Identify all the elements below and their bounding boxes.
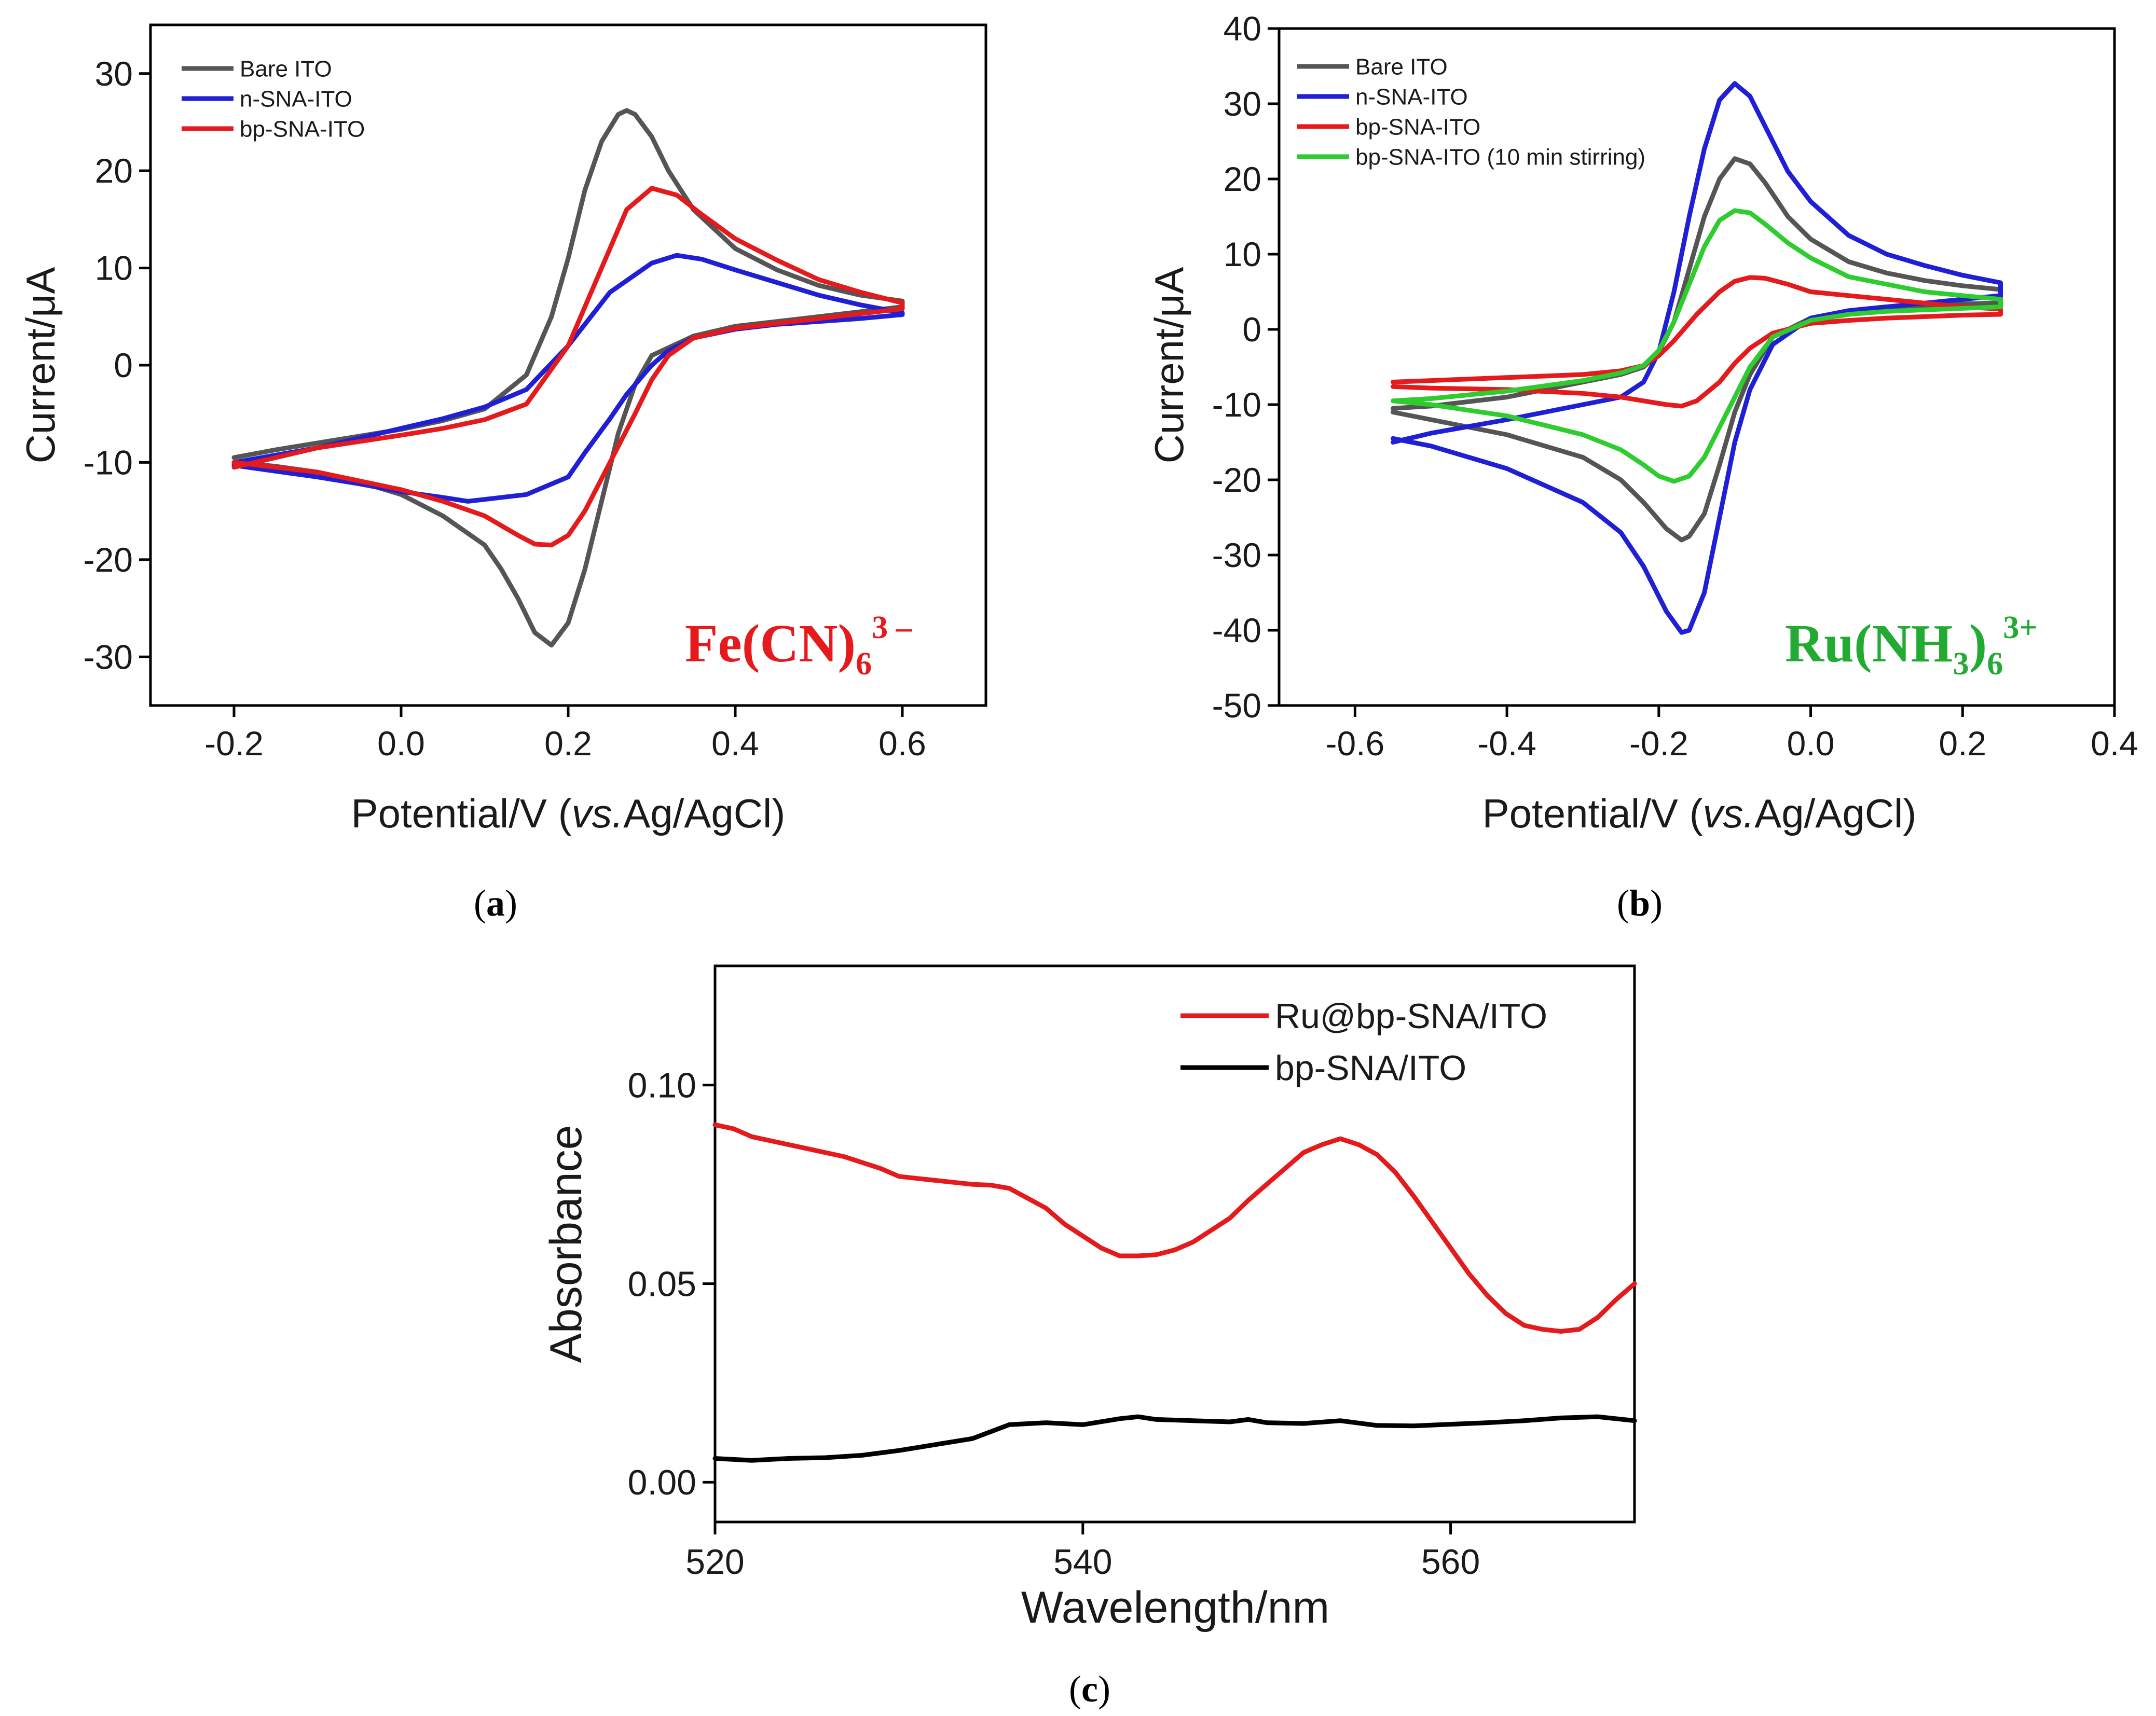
panel-a-legend-label: bp-SNA-ITO [240, 116, 365, 142]
panel-c-y-tick-label: 0.10 [628, 1066, 696, 1105]
panel-c-series [712, 1122, 1637, 1463]
panel-b-y-tick-label: -40 [1212, 611, 1261, 649]
panel-b-legend-label: bp-SNA-ITO [1355, 114, 1480, 140]
panel-b-series-bp-sna-ito [1391, 275, 2003, 409]
panel-b-annotation: Ru(NH3)63+ [1785, 610, 2038, 682]
panel-b-y-tick-label: 20 [1224, 160, 1261, 198]
panel-c-x-axis-title: Wavelength/nm [1021, 1583, 1329, 1632]
panel-b: -0.6 -0.4 -0.2 0.0 0.2 0.4 -50 -40 -30 -20 -10 0 10 2… [1146, 9, 2138, 924]
panel-c-x-tick-label: 560 [1421, 1542, 1480, 1582]
panel-c-legend-label: Ru@bp-SNA/ITO [1275, 997, 1547, 1036]
panel-a-y-tick-label: -10 [84, 444, 133, 482]
panel-a-x-tick-label: 0.4 [711, 724, 759, 763]
panel-a-legend-label: n-SNA-ITO [240, 86, 352, 112]
panel-b-series [1391, 81, 2003, 635]
panel-a-x-axis-title: Potential/V (vs.Ag/AgCl) [351, 791, 786, 836]
panel-a-annotation: Fe(CN)63 – [685, 610, 913, 682]
panel-a-series-bare-ito [231, 108, 905, 648]
panel-a-series [231, 108, 905, 648]
panel-b-legend-label: n-SNA-ITO [1355, 84, 1468, 109]
panel-b-y-tick-label: -10 [1212, 385, 1261, 424]
panel-c-series-bp-sna-ito [712, 1414, 1637, 1463]
panel-a-y-tick-label: 30 [95, 54, 133, 93]
panel-b-y-tick-label: -30 [1212, 536, 1261, 574]
panel-c-caption-label: (c) [1069, 1668, 1110, 1710]
panel-a-ticks: -0.2 0.0 0.2 0.4 0.6 -30 -20 -10 0 10 20 30 [84, 54, 926, 763]
panel-b-y-tick-label: 10 [1224, 235, 1261, 273]
panel-a-series-n-sna-ito [231, 253, 905, 504]
panel-b-y-tick-label: 40 [1224, 9, 1261, 48]
panel-c-y-tick-label: 0.00 [628, 1463, 696, 1502]
panel-a-legend-label: Bare ITO [240, 56, 332, 81]
panel-a-legend: Bare ITO n-SNA-ITO bp-SNA-ITO [182, 56, 365, 142]
panel-c-x-tick-label: 520 [685, 1542, 744, 1582]
panel-a-x-tick-label: 0.2 [544, 724, 592, 763]
panel-a: -0.2 0.0 0.2 0.4 0.6 -30 -20 -10 0 10 20 30 Bare IT… [18, 23, 987, 924]
panel-b-y-tick-label: -20 [1212, 461, 1261, 499]
panel-a-caption-label: (a) [474, 882, 517, 924]
panel-b-x-tick-label: -0.4 [1477, 724, 1536, 763]
panel-b-x-axis-title: Potential/V (vs.Ag/AgCl) [1482, 791, 1917, 836]
panel-b-plot-frame [1278, 27, 2116, 707]
panel-b-series-bare-ito [1391, 156, 2003, 543]
panel-c-plot-frame [713, 964, 1636, 1524]
panel-a-y-tick-label: -30 [84, 638, 133, 676]
panel-a-y-tick-label: 0 [114, 346, 133, 384]
panel-a-series-bp-sna-ito [231, 186, 905, 548]
panel-b-y-tick-label: 30 [1224, 85, 1261, 123]
panel-b-x-tick-label: 0.4 [2091, 724, 2138, 763]
panel-c-y-axis-title: Absorbance [541, 1125, 591, 1363]
panel-c-legend: Ru@bp-SNA/ITO bp-SNA/ITO [1180, 997, 1547, 1088]
panel-b-x-tick-label: -0.6 [1325, 724, 1384, 763]
panel-b-x-tick-label: 0.0 [1787, 724, 1835, 763]
panel-b-series-bp-sna-ito-10-min-stirring- [1391, 208, 2003, 484]
panel-a-y-tick-label: -20 [84, 541, 133, 579]
panel-b-y-tick-label: 0 [1242, 310, 1261, 349]
panel-b-legend: Bare ITO n-SNA-ITO bp-SNA-ITO bp-SNA-ITO (1… [1297, 54, 1645, 170]
panel-a-y-tick-label: 20 [95, 151, 133, 190]
panel-c-x-tick-label: 540 [1053, 1542, 1112, 1582]
panel-b-legend-label: Bare ITO [1355, 54, 1448, 79]
panel-b-y-axis-title: Current/μA [1146, 267, 1192, 464]
panel-c-y-tick-label: 0.05 [628, 1264, 696, 1304]
panel-b-x-tick-label: 0.2 [1939, 724, 1986, 763]
panel-b-legend-label: bp-SNA-ITO (10 min stirring) [1355, 144, 1645, 170]
panel-b-series-n-sna-ito [1391, 81, 2003, 635]
panel-a-y-tick-label: 10 [95, 249, 133, 287]
panel-b-caption-label: (b) [1617, 882, 1663, 924]
panel-c-legend-label: bp-SNA/ITO [1275, 1048, 1466, 1088]
panel-a-x-tick-label: 0.6 [878, 724, 926, 763]
panel-a-y-axis-title: Current/μA [18, 267, 63, 464]
panel-b-ticks: -0.6 -0.4 -0.2 0.0 0.2 0.4 -50 -40 -30 -20 -10 0 10 2… [1212, 9, 2138, 763]
panel-c-series-ru-bp-sna-ito [712, 1122, 1637, 1334]
panel-b-y-tick-label: -50 [1212, 686, 1261, 725]
panel-a-x-tick-label: -0.2 [204, 724, 264, 763]
panel-c-ticks: 520 540 560 0.00 0.05 0.10 [628, 1066, 1480, 1582]
panel-a-x-tick-label: 0.0 [377, 724, 425, 763]
panel-c: 520 540 560 0.00 0.05 0.10 Ru@bp-SNA/ITO bp-SN… [541, 964, 1637, 1710]
panel-b-x-tick-label: -0.2 [1629, 724, 1688, 763]
